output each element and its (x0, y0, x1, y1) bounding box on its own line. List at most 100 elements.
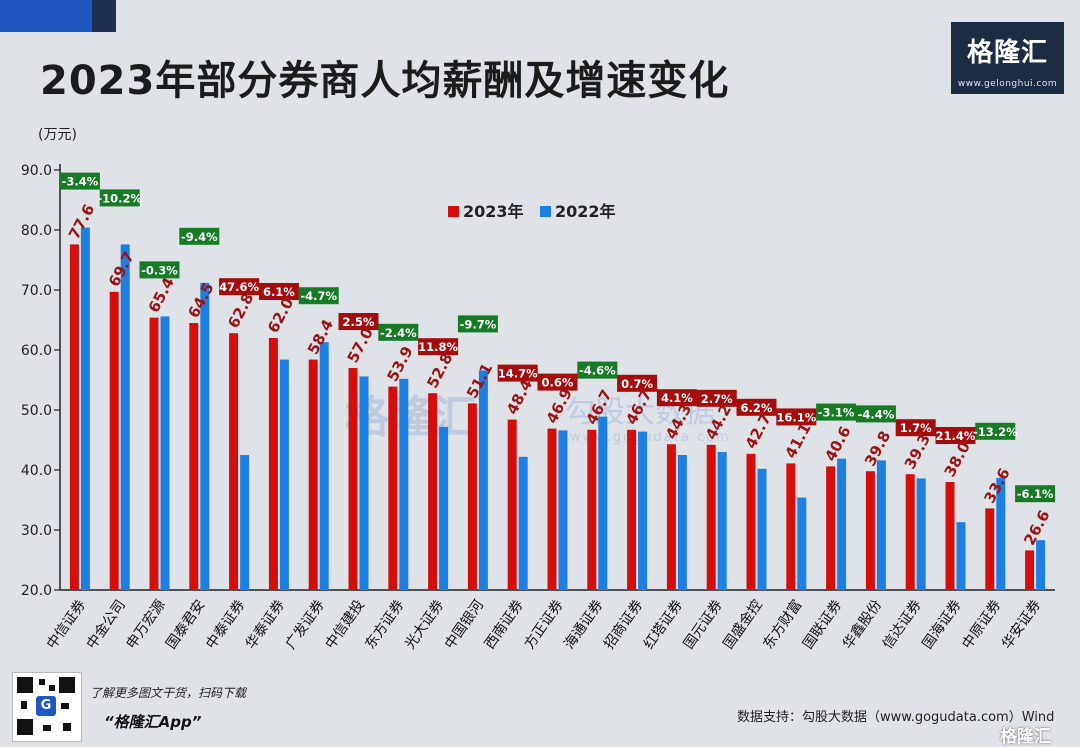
growth-label: 4.1% (661, 391, 693, 405)
bar-2023 (706, 444, 716, 590)
bar-2022 (160, 316, 170, 590)
category-label: 东方财富 (760, 597, 806, 653)
category-label: 国泰君安 (163, 597, 208, 652)
bar-2022 (757, 468, 767, 590)
value-label: 64.5 (184, 280, 217, 321)
growth-badge (338, 313, 379, 330)
qr-module (63, 723, 71, 731)
growth-label: -13.2% (973, 425, 1018, 439)
category-label: 中泰证券 (203, 597, 248, 652)
bar-2022 (399, 378, 409, 590)
bar-2023 (348, 368, 358, 590)
bar-2023 (627, 429, 637, 590)
value-label: 65.4 (145, 274, 178, 315)
bottom-watermark: 格隆汇 (1000, 727, 1051, 747)
bar-2022 (478, 370, 488, 590)
bar-2022 (797, 497, 807, 590)
growth-label: 0.6% (542, 376, 574, 390)
growth-label: 2.5% (343, 315, 375, 329)
growth-badge (139, 261, 180, 279)
legend-swatch-2022 (540, 206, 551, 217)
value-label: 57.0 (344, 325, 377, 366)
promo-text: 了解更多图文干货，扫码下载 (90, 686, 247, 700)
growth-label: -2.4% (380, 326, 417, 340)
growth-badge (99, 189, 140, 207)
category-label: 华安证券 (999, 597, 1044, 652)
bar-2023 (69, 244, 79, 590)
bar-2022 (518, 456, 528, 590)
category-label: 中原证券 (959, 597, 1004, 652)
bar-2022 (916, 478, 926, 590)
category-label: 华泰证券 (243, 597, 288, 652)
growth-label: -0.3% (141, 263, 178, 277)
value-label: 26.6 (1020, 507, 1053, 548)
y-tick-label: 70.0 (21, 283, 52, 299)
bar-2023 (507, 419, 517, 590)
value-label: 41.1 (781, 420, 814, 461)
category-label: 国海证券 (920, 597, 965, 652)
bar-2022 (598, 416, 608, 590)
growth-label: -4.7% (300, 289, 337, 303)
legend-label-2023: 2023年 (463, 202, 524, 221)
data-source: 数据支持：勾股大数据（www.gogudata.com）Wind (737, 710, 1055, 725)
category-label: 海通证券 (561, 597, 606, 652)
growth-label: 47.6% (219, 280, 259, 294)
category-label: 信达证券 (880, 597, 925, 652)
watermark-gogudata-url: www.gogudata.com (570, 430, 731, 445)
y-tick-label: 50.0 (21, 403, 52, 419)
bar-2023 (786, 463, 796, 590)
growth-label: -10.2% (97, 191, 142, 205)
category-label: 国盛金控 (721, 597, 766, 652)
qr-module (49, 685, 55, 691)
bar-2023 (109, 291, 119, 590)
category-label: 招商证券 (601, 597, 646, 652)
bar-2023 (1025, 550, 1035, 590)
bar-2023 (985, 508, 995, 590)
qr-code[interactable]: G (12, 672, 82, 742)
qr-finder-top-left (17, 677, 33, 693)
gelonghui-logo: 格隆汇 www.gelonghui.com (951, 22, 1064, 94)
bar-2022 (80, 227, 90, 590)
bar-2022 (677, 455, 687, 590)
growth-badge (298, 287, 339, 305)
chart-title: 2023年部分券商人均薪酬及增速变化 (40, 58, 730, 104)
growth-label: 21.4% (936, 429, 976, 443)
qr-finder-bottom-left (17, 719, 33, 735)
bar-2022 (439, 426, 449, 590)
bar-2022 (956, 522, 966, 590)
bar-2022 (638, 431, 648, 590)
growth-badge (776, 408, 817, 426)
growth-badge (219, 278, 260, 296)
category-label: 中信证券 (44, 597, 89, 652)
bar-2023 (826, 466, 836, 590)
growth-label: -3.1% (818, 406, 855, 420)
growth-badge (577, 361, 618, 379)
category-label: 广发证券 (283, 597, 328, 652)
value-label: 39.3 (901, 431, 934, 472)
growth-badge (895, 419, 936, 437)
growth-badge (378, 323, 419, 341)
y-axis-unit: (万元) (38, 127, 77, 143)
bar-2023 (388, 386, 398, 590)
category-label: 西南证券 (482, 597, 527, 652)
growth-badge (816, 403, 857, 421)
value-label: 62.0 (264, 295, 297, 336)
growth-badge (418, 338, 459, 356)
logo-text: 格隆汇 (966, 38, 1048, 68)
logo-site: www.gelonghui.com (957, 79, 1058, 89)
bar-2022 (996, 477, 1006, 590)
category-label: 中金公司 (84, 597, 129, 652)
category-label: 国联证券 (800, 597, 845, 652)
header-accent-block-dark (92, 0, 116, 32)
header-accent-block (0, 0, 92, 32)
bar-2022 (359, 376, 369, 590)
growth-badge (179, 227, 220, 245)
growth-label: 6.2% (741, 401, 773, 415)
bar-2022 (200, 282, 210, 590)
growth-badge (855, 405, 896, 423)
bar-2023 (746, 453, 756, 590)
bar-2023 (467, 403, 477, 590)
category-label: 中国银河 (442, 597, 487, 652)
